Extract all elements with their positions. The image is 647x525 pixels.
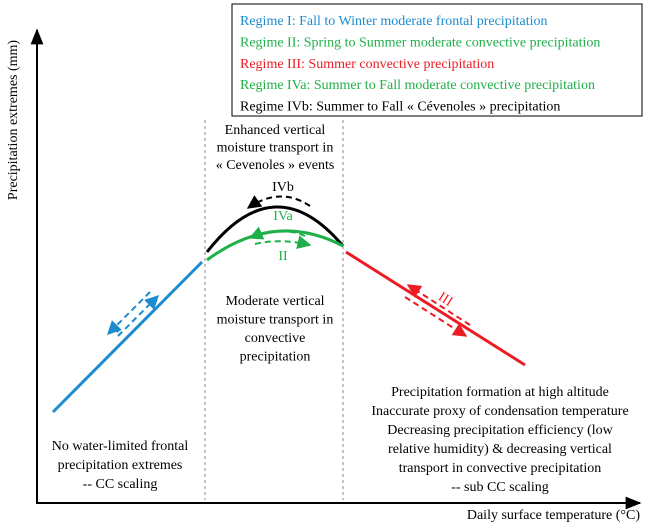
annotation-line: -- CC scaling bbox=[83, 477, 158, 492]
regime-label: III bbox=[435, 290, 455, 310]
arrow bbox=[406, 284, 471, 326]
separators bbox=[204, 120, 344, 500]
legend-entry: Regime II: Spring to Summer moderate con… bbox=[240, 36, 600, 51]
regime-label: II bbox=[278, 249, 288, 264]
arrow bbox=[246, 195, 311, 209]
annotation-line: moisture transport in bbox=[217, 313, 334, 328]
regime-i-line bbox=[51, 260, 204, 414]
annotation-line: No water-limited frontal bbox=[52, 439, 189, 454]
regime-iii-line bbox=[345, 250, 526, 367]
legend-box bbox=[231, 3, 643, 117]
annotation-line: precipitation extremes bbox=[58, 458, 183, 473]
legend-entry: Regime III: Summer convective precipitat… bbox=[240, 57, 494, 72]
annotation-line: precipitation bbox=[240, 350, 311, 365]
regime-iva-line bbox=[206, 229, 344, 262]
annotation-line: Inaccurate proxy of condensation tempera… bbox=[371, 404, 628, 419]
legend-entry: Regime I: Fall to Winter moderate fronta… bbox=[240, 14, 547, 29]
annotation-line: Moderate vertical bbox=[225, 294, 324, 309]
annotation-line: Enhanced vertical bbox=[225, 123, 326, 138]
annotation-line: moisture transport in bbox=[217, 141, 334, 156]
annotation-line: Precipitation formation at high altitude bbox=[391, 385, 609, 400]
regime-label: IVa bbox=[273, 209, 293, 224]
annotation-line: convective bbox=[245, 331, 306, 346]
y-axis-label: Precipitation extremes (mm) bbox=[6, 40, 21, 201]
annotation-line: relative humidity) & decreasing vertical bbox=[388, 442, 612, 457]
regime-label: IVb bbox=[272, 180, 294, 195]
legend: Regime I: Fall to Winter moderate fronta… bbox=[240, 14, 600, 114]
legend-entry: Regime IVa: Summer to Fall moderate conv… bbox=[240, 78, 595, 93]
axes bbox=[30, 28, 642, 510]
arrow bbox=[248, 226, 306, 240]
annotation-line: Decreasing precipitation efficiency (low bbox=[387, 423, 613, 438]
arrow bbox=[117, 295, 159, 337]
annotations: Enhanced vertical moisture transport in « … bbox=[52, 123, 629, 495]
regime-lines bbox=[51, 205, 526, 414]
annotation-line: -- sub CC scaling bbox=[451, 480, 549, 495]
legend-entry: Regime IVb: Summer to Fall « Cévenoles »… bbox=[240, 99, 560, 114]
x-axis-label: Daily surface temperature (°C) bbox=[467, 508, 640, 523]
annotation-line: « Cevenoles » events bbox=[216, 158, 335, 173]
arrow bbox=[254, 235, 312, 249]
annotation-line: transport in convective precipitation bbox=[399, 461, 602, 476]
regime-arrows bbox=[107, 195, 471, 337]
regime-ivb-line bbox=[205, 205, 345, 253]
arrow bbox=[404, 296, 468, 337]
